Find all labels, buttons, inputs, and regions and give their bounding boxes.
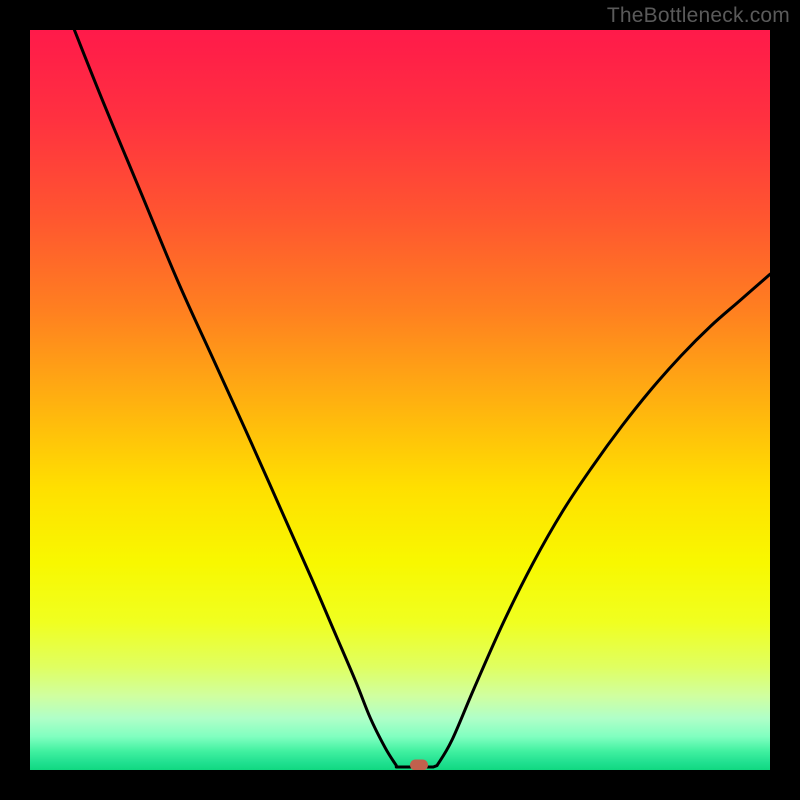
chart-container: TheBottleneck.com <box>0 0 800 800</box>
plot-area <box>30 30 770 770</box>
bottleneck-curve <box>74 30 770 767</box>
attribution-label: TheBottleneck.com <box>607 4 790 28</box>
curve-layer <box>30 30 770 770</box>
optimum-marker <box>410 759 428 770</box>
